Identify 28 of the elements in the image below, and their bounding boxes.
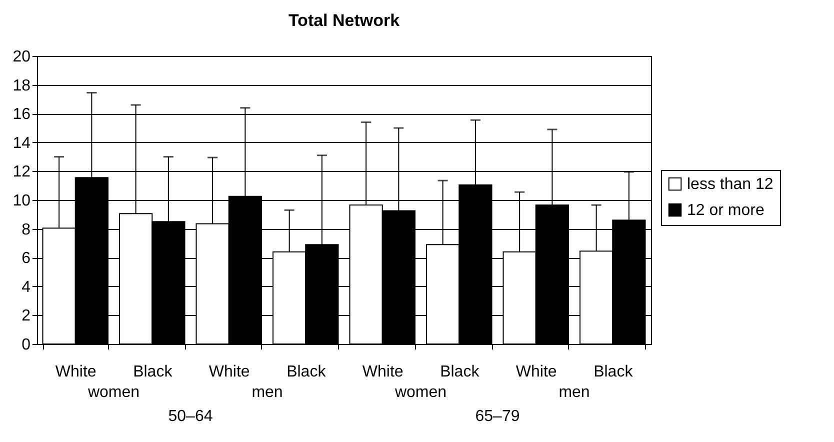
y-tick-label: 6 [22,250,31,268]
x-tick-label: White [55,364,96,380]
y-tick-label: 12 [12,164,31,181]
y-tick-label: 16 [12,106,31,124]
chart-title: Total Network [288,11,400,30]
x-tick-label: Black [594,364,634,380]
text: women [394,384,447,401]
text: 50–64 [168,408,213,425]
x-tick-label: White [362,364,404,380]
text: men [252,384,283,401]
y-tick-label: 14 [12,134,31,152]
y-tick-label: 10 [12,192,31,210]
text: women [86,384,140,401]
text: men [558,384,590,401]
x-tick-label: White [516,364,557,380]
x-tick-label: Black [440,364,480,380]
y-tick-label: 4 [22,278,31,296]
y-tick-label: 18 [12,77,31,94]
y-tick-label: 2 [22,308,31,325]
y-tick-label: 20 [12,48,31,66]
text: 65–79 [475,408,520,425]
y-tick-label: 0 [22,336,31,354]
legend-label: 12 or more [687,202,764,219]
x-tick-label: Black [286,364,327,380]
legend-label: less than 12 [687,176,774,193]
x-tick-label: Black [133,364,174,380]
x-tick-label: White [208,364,250,380]
y-tick-label: 8 [22,221,31,238]
